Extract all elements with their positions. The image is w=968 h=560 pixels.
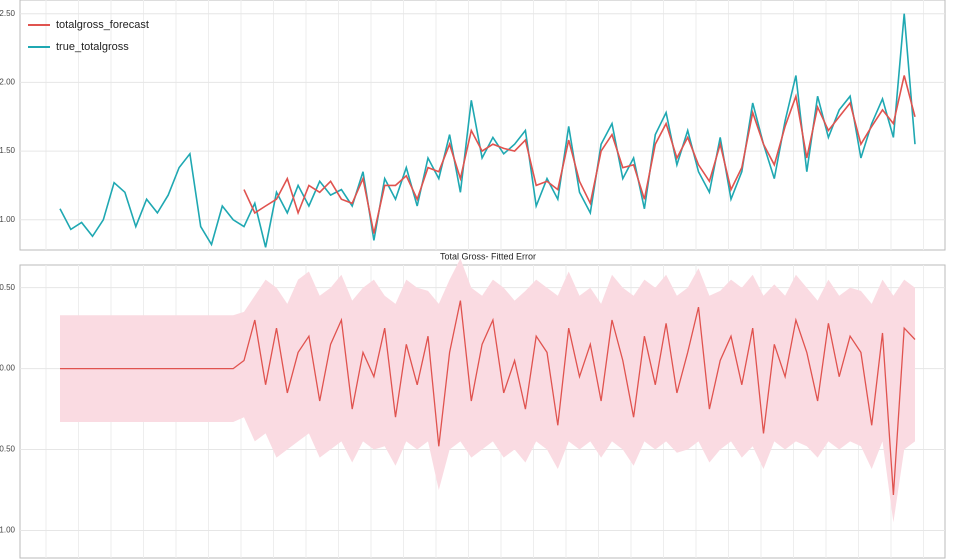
y-tick-label: 1.00 — [0, 215, 16, 224]
y-tick-label: 2.50 — [0, 9, 16, 18]
y-tick-label: 2.00 — [0, 78, 16, 87]
y-tick-label: -1.00 — [0, 526, 16, 535]
y-tick-label: -0.50 — [0, 445, 16, 454]
legend-label: true_totalgross — [56, 41, 129, 53]
legend-label: totalgross_forecast — [56, 19, 149, 31]
error-line — [60, 300, 916, 495]
plot-area — [19, 0, 946, 251]
y-tick-label: 0.50 — [0, 283, 16, 292]
y-tick-label: 1.50 — [0, 146, 16, 155]
y-tick-label: 0.00 — [0, 364, 16, 373]
chart-title: Total Gross- Fitted Error — [440, 251, 536, 261]
legend: totalgross_forecast true_totalgross — [28, 19, 149, 53]
series-line — [243, 75, 916, 234]
error-band — [60, 258, 915, 523]
